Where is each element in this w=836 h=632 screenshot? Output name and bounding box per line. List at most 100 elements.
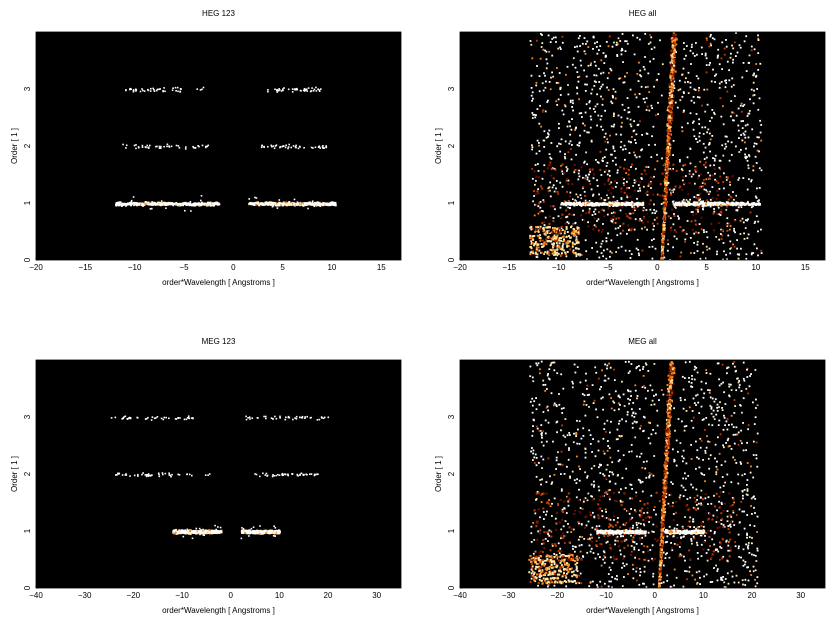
event-point [604,110,606,112]
event-point [604,136,606,138]
event-point [569,195,571,197]
event-point [647,194,649,196]
event-point [605,133,607,135]
event-point [721,144,723,146]
event-point [726,201,728,203]
event-point [635,208,637,210]
event-point [308,87,310,89]
event-point [265,416,267,418]
event-point [754,143,756,145]
event-point [710,199,712,201]
event-point [540,58,542,60]
event-point [667,146,669,148]
event-point [685,55,687,57]
event-point [704,158,706,160]
event-point [299,474,301,476]
event-point [158,89,160,91]
event-point [539,237,541,239]
event-point [183,532,185,534]
event-point [539,75,541,77]
event-point [543,164,545,166]
event-point [622,33,624,35]
event-point [697,96,699,98]
plot-area [36,32,401,260]
event-point [639,181,641,183]
event-point [616,182,618,184]
event-point [686,45,688,47]
event-point [757,231,759,233]
event-point [664,195,666,197]
event-point [677,215,679,217]
event-point [672,154,674,156]
event-point [705,166,707,168]
event-point [584,161,586,163]
event-point [695,213,697,215]
event-point [706,72,708,74]
event-point [719,188,721,190]
event-point [586,84,588,86]
event-point [712,204,714,206]
y-tick-label: 2 [23,143,32,148]
x-tick-label: −10 [128,263,142,272]
event-point [757,52,759,54]
event-point [650,176,652,178]
event-point [625,148,627,150]
event-point [538,193,540,195]
event-point [726,209,728,211]
event-point [628,174,630,176]
event-point [668,129,670,131]
event-point [606,237,608,239]
event-point [165,417,167,419]
event-point [612,146,614,148]
event-point [568,213,570,215]
event-point [690,203,692,205]
event-point [221,531,223,533]
x-tick-label: 20 [324,591,333,600]
event-point [628,361,630,363]
event-point [664,216,666,218]
event-point [572,102,574,104]
event-point [567,84,569,86]
event-point [665,175,667,177]
event-point [621,117,623,119]
event-point [588,65,590,67]
event-point [635,204,637,206]
event-point [553,206,555,208]
event-point [535,253,537,255]
event-point [576,93,578,95]
event-point [553,184,555,186]
event-point [145,203,147,205]
event-point [731,141,733,143]
event-point [622,177,624,179]
event-point [669,106,671,108]
event-point [541,243,543,245]
event-point [742,140,744,142]
event-point [756,143,758,145]
event-point [302,416,304,418]
event-point [116,202,118,204]
event-point [760,250,762,252]
event-point [639,120,641,122]
event-point [622,149,624,151]
event-point [676,238,678,240]
event-point [754,204,756,206]
event-point [667,182,669,184]
event-point [552,252,554,254]
event-point [627,43,629,45]
event-point [146,476,148,478]
event-point [541,34,543,36]
event-point [544,251,546,253]
event-point [710,581,712,583]
event-point [698,118,700,120]
event-point [608,89,610,91]
event-point [680,252,682,254]
event-point [576,71,578,73]
event-point [674,229,676,231]
event-point [697,141,699,143]
event-point [530,40,532,42]
event-point [199,528,201,530]
event-point [578,253,580,255]
event-point [536,191,538,193]
event-point [707,104,709,106]
